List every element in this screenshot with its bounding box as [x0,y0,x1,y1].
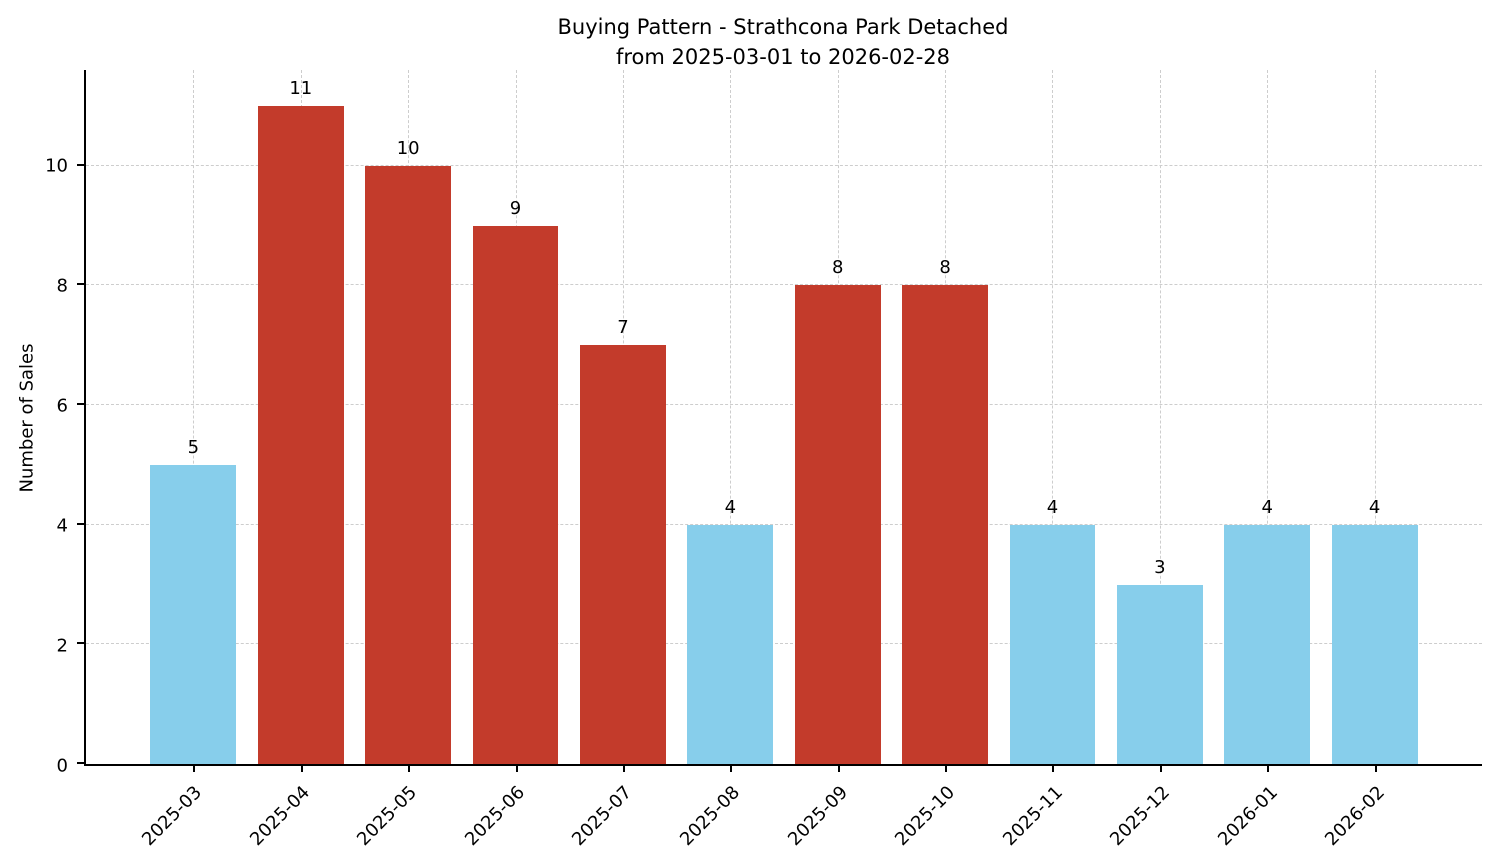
x-tick-mark [193,764,196,772]
x-tick-mark [1052,764,1055,772]
y-axis-tick-labels: 0 2 4 6 8 10 [0,70,68,777]
x-tick-label-2025-11: 2025-11 [998,782,1067,851]
y-tick-mark [77,522,86,525]
y-gridline [86,164,1482,166]
y-gridline [86,523,1482,525]
x-tick-mark [622,764,625,772]
y-tick-mark [77,403,86,406]
bar-value-label-2025-05: 10 [396,137,420,159]
bar-2025-12 [1116,584,1203,764]
chart-title-line1: Buying Pattern - Strathcona Park Detache… [557,15,1009,39]
bar-value-label-2025-08: 4 [724,496,737,518]
bar-value-label-2025-10: 8 [939,257,951,279]
x-tick-mark [1159,764,1162,772]
plot-area: 5 11 10 9 7 4 8 8 4 3 4 4 [77,70,1482,772]
x-gridline [193,70,195,764]
x-tick-mark [945,764,948,772]
x-tick-label-2025-12: 2025-12 [1106,782,1175,851]
y-tick-label: 8 [56,275,68,297]
x-tick-label-2025-08: 2025-08 [676,782,745,851]
x-gridline [1267,70,1269,764]
x-gridline [1374,70,1376,764]
bar-value-label-2025-04: 11 [289,77,313,99]
x-tick-label-2025-06: 2025-06 [460,782,529,851]
bar-value-label-2025-07: 7 [617,317,629,339]
x-gridline [730,70,732,764]
bar-2025-11 [1009,524,1096,764]
x-tick-label-2025-03: 2025-03 [138,782,207,851]
bar-2025-05 [365,165,452,764]
x-tick-mark [1374,764,1377,772]
x-tick-mark [300,764,303,772]
x-gridline [1159,70,1161,764]
x-tick-label-2026-01: 2026-01 [1213,782,1282,851]
bar-2026-02 [1331,524,1418,764]
chart-title: Buying Pattern - Strathcona Park Detache… [84,12,1482,73]
bar-value-label-2026-02: 4 [1368,496,1381,518]
bar-2026-01 [1224,524,1311,764]
bar-2025-08 [687,524,774,764]
y-gridline [86,284,1482,286]
y-gridline [86,643,1482,645]
chart-title-line2: from 2025-03-01 to 2026-02-28 [615,45,951,70]
y-tick-mark [77,283,86,286]
bar-2025-06 [472,225,559,764]
x-axis-tick-labels: 2025-03 2025-04 2025-05 2025-06 2025-07 2025-… [84,766,1482,863]
y-tick-label: 2 [56,635,68,657]
bar-value-label-2025-06: 9 [509,197,522,219]
bar-value-label-2025-12: 3 [1154,556,1166,578]
bar-value-label-2025-11: 4 [1046,496,1059,518]
x-tick-label-2025-09: 2025-09 [783,782,852,851]
x-tick-mark [515,764,518,772]
y-tick-mark [77,762,86,764]
x-tick-label-2025-10: 2025-10 [891,782,960,851]
bar-2025-07 [579,345,666,764]
bar-2025-10 [902,285,989,764]
x-tick-mark [1267,764,1270,772]
y-tick-mark [77,163,86,166]
bar-value-label-2026-01: 4 [1261,496,1273,518]
y-gridline [86,404,1482,406]
x-tick-mark [408,764,411,772]
bar-2025-09 [794,285,881,764]
bar-2025-04 [257,105,344,764]
x-tick-label-2025-04: 2025-04 [245,782,314,851]
y-tick-label: 0 [56,755,68,777]
y-tick-mark [77,642,86,645]
x-tick-label-2025-07: 2025-07 [568,782,637,851]
y-tick-label: 4 [56,515,68,537]
x-gridline [1052,70,1054,764]
x-tick-mark [837,764,840,772]
y-tick-label: 6 [56,395,68,417]
x-tick-label-2026-02: 2026-02 [1321,782,1390,851]
y-tick-label: 10 [45,155,68,177]
bar-value-label-2025-09: 8 [831,257,844,279]
bar-value-label-2025-03: 5 [187,436,200,458]
x-tick-label-2025-05: 2025-05 [353,782,422,851]
x-tick-mark [730,764,733,772]
bar-2025-03 [150,464,237,764]
